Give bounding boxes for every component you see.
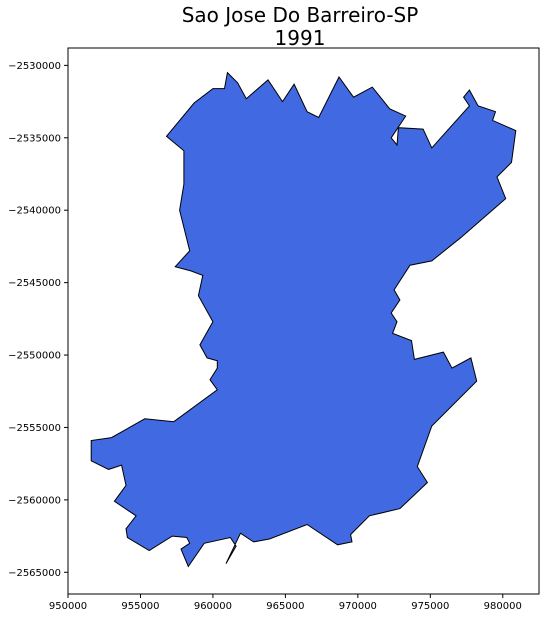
x-tick-label: 950000	[49, 601, 87, 612]
municipality-boundary	[90, 71, 517, 568]
y-tick-label: −2550000	[8, 351, 61, 362]
map-title-line-2: 1991	[275, 26, 326, 50]
y-axis: −2530000 −2535000 −2540000 −2545000 −2550000…	[8, 61, 68, 579]
x-tick-label: 970000	[339, 601, 377, 612]
y-tick-label: −2560000	[8, 495, 61, 506]
y-tick-label: −2555000	[8, 423, 61, 434]
y-tick-label: −2535000	[8, 133, 61, 144]
map-title-line-1: Sao Jose Do Barreiro-SP	[182, 3, 419, 27]
y-tick-label: −2540000	[8, 206, 61, 217]
x-tick-label: 980000	[484, 601, 522, 612]
y-tick-label: −2530000	[8, 61, 61, 72]
y-tick-label: −2545000	[8, 278, 61, 289]
x-tick-label: 960000	[194, 601, 232, 612]
y-tick-label: −2565000	[8, 568, 61, 579]
x-tick-label: 965000	[266, 601, 304, 612]
plot-frame	[67, 47, 540, 595]
x-tick-label: 955000	[121, 601, 159, 612]
plot-area	[90, 71, 517, 568]
x-tick-label: 975000	[411, 601, 449, 612]
x-axis: 950000 955000 960000 965000 970000 975000 9800…	[49, 594, 522, 612]
